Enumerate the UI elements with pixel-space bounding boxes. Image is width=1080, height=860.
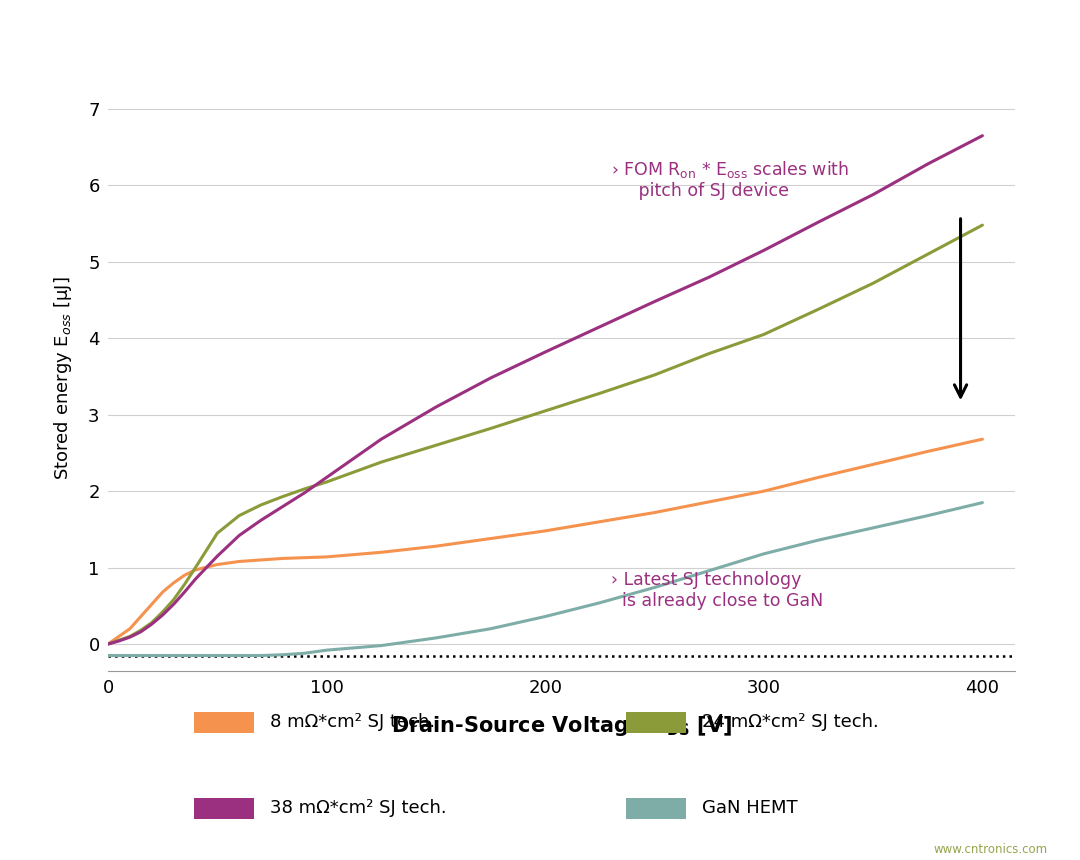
X-axis label: Drain-Source Voltage V$_{\mathregular{DS}}$ [V]: Drain-Source Voltage V$_{\mathregular{DS… — [391, 714, 732, 738]
Text: 24 mΩ*cm² SJ tech.: 24 mΩ*cm² SJ tech. — [702, 714, 879, 731]
Text: 8 mΩ*cm² SJ tech.: 8 mΩ*cm² SJ tech. — [270, 714, 435, 731]
Text: www.cntronics.com: www.cntronics.com — [933, 843, 1048, 856]
Text: › FOM R$_{\mathregular{on}}$ * E$_{\mathregular{oss}}$ scales with
     pitch of: › FOM R$_{\mathregular{on}}$ * E$_{\math… — [611, 158, 849, 200]
Text: 38 mΩ*cm² SJ tech.: 38 mΩ*cm² SJ tech. — [270, 800, 447, 817]
Y-axis label: Stored energy E$_{oss}$ [μJ]: Stored energy E$_{oss}$ [μJ] — [52, 277, 75, 480]
Text: GaN HEMT: GaN HEMT — [702, 800, 798, 817]
Text: › Latest SJ technology
  is already close to GaN: › Latest SJ technology is already close … — [611, 571, 823, 611]
